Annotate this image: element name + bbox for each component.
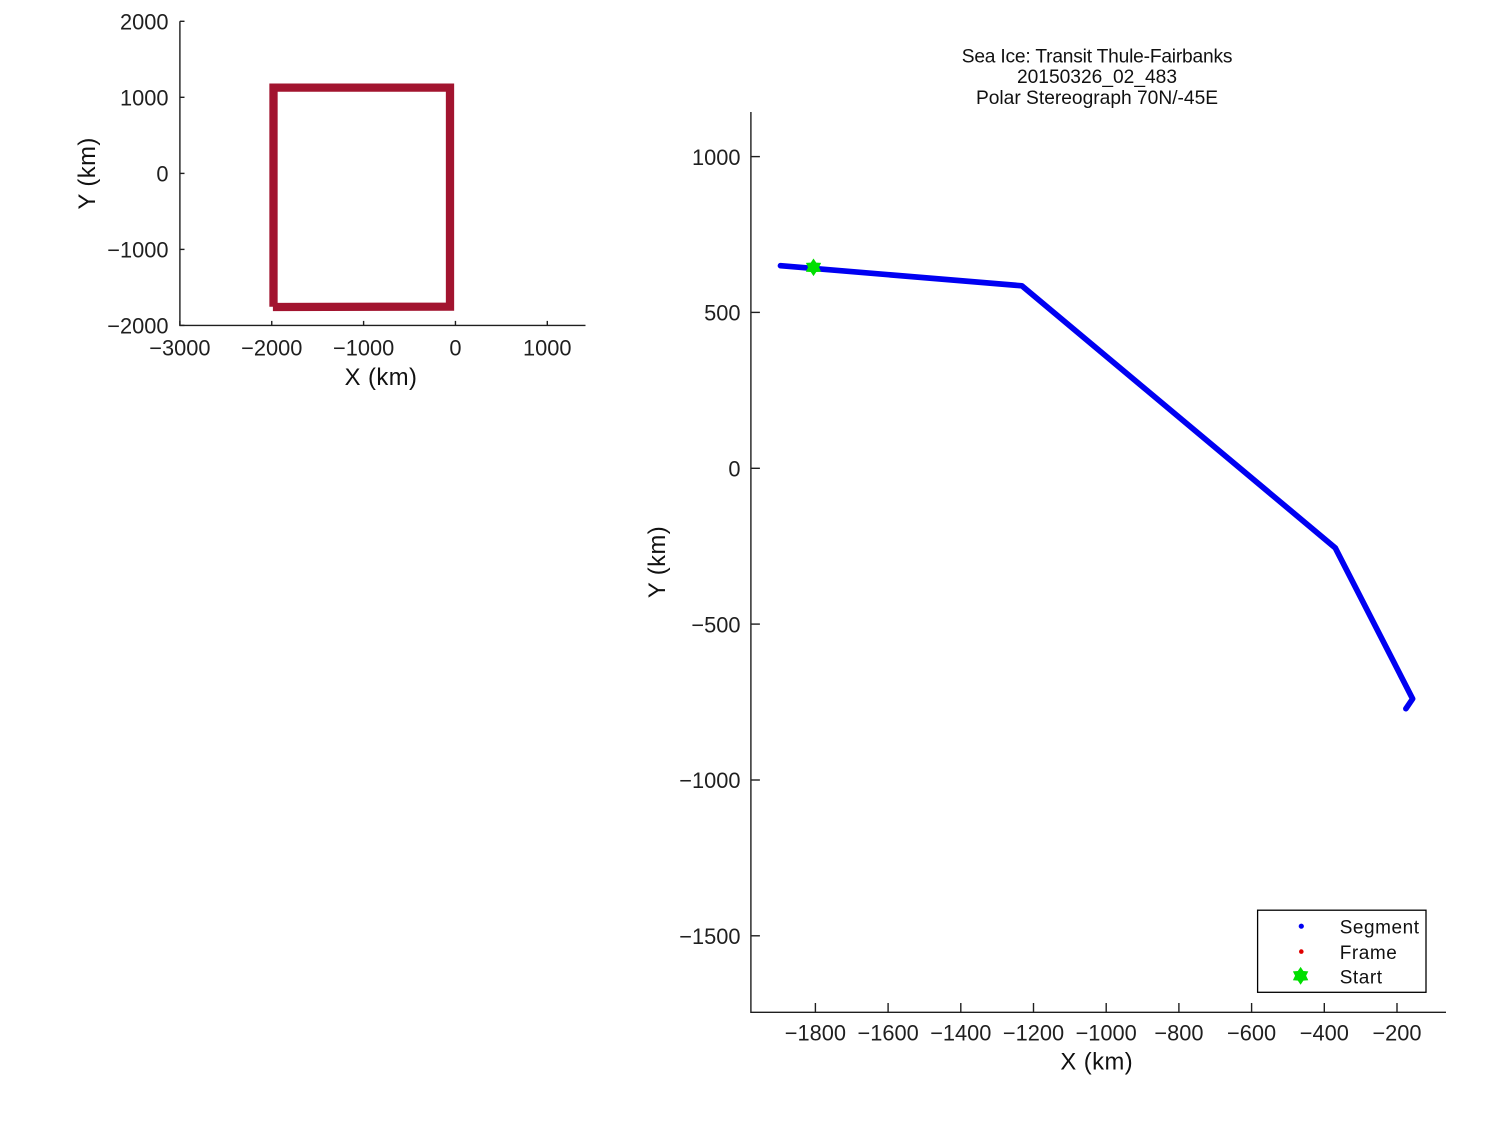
svg-text:0: 0 xyxy=(156,162,168,187)
svg-text:Y (km): Y (km) xyxy=(644,526,671,598)
svg-text:−600: −600 xyxy=(1227,1021,1276,1046)
svg-text:−500: −500 xyxy=(691,612,740,637)
svg-text:−1000: −1000 xyxy=(1076,1021,1137,1046)
svg-text:−2000: −2000 xyxy=(107,314,168,339)
svg-text:Start: Start xyxy=(1340,968,1383,989)
svg-text:2000: 2000 xyxy=(120,10,169,35)
svg-text:−200: −200 xyxy=(1372,1021,1421,1046)
svg-text:1000: 1000 xyxy=(692,145,741,170)
svg-text:−1600: −1600 xyxy=(857,1021,918,1046)
svg-text:X (km): X (km) xyxy=(1060,1049,1133,1076)
svg-text:−400: −400 xyxy=(1300,1021,1349,1046)
svg-text:Sea Ice: Transit Thule-Fairban: Sea Ice: Transit Thule-Fairbanks xyxy=(962,46,1233,67)
svg-text:−1000: −1000 xyxy=(333,335,394,360)
svg-text:20150326_02_483: 20150326_02_483 xyxy=(1017,67,1177,88)
svg-text:−1000: −1000 xyxy=(679,768,740,793)
svg-text:500: 500 xyxy=(704,301,740,326)
svg-text:−1500: −1500 xyxy=(679,924,740,949)
svg-text:−1800: −1800 xyxy=(785,1021,846,1046)
svg-text:−1400: −1400 xyxy=(930,1021,991,1046)
svg-text:Frame: Frame xyxy=(1340,943,1398,964)
svg-text:Y (km): Y (km) xyxy=(74,137,101,209)
svg-text:0: 0 xyxy=(728,457,740,482)
svg-text:1000: 1000 xyxy=(523,335,572,360)
svg-text:−1200: −1200 xyxy=(1003,1021,1064,1046)
svg-text:−1000: −1000 xyxy=(107,238,168,263)
svg-text:0: 0 xyxy=(449,335,461,360)
svg-text:X (km): X (km) xyxy=(345,364,418,391)
svg-text:1000: 1000 xyxy=(120,86,169,111)
svg-text:−800: −800 xyxy=(1154,1021,1203,1046)
svg-text:Segment: Segment xyxy=(1340,918,1420,939)
svg-text:−3000: −3000 xyxy=(149,335,210,360)
svg-text:Polar Stereograph 70N/-45E: Polar Stereograph 70N/-45E xyxy=(976,88,1218,109)
svg-text:−2000: −2000 xyxy=(241,335,302,360)
